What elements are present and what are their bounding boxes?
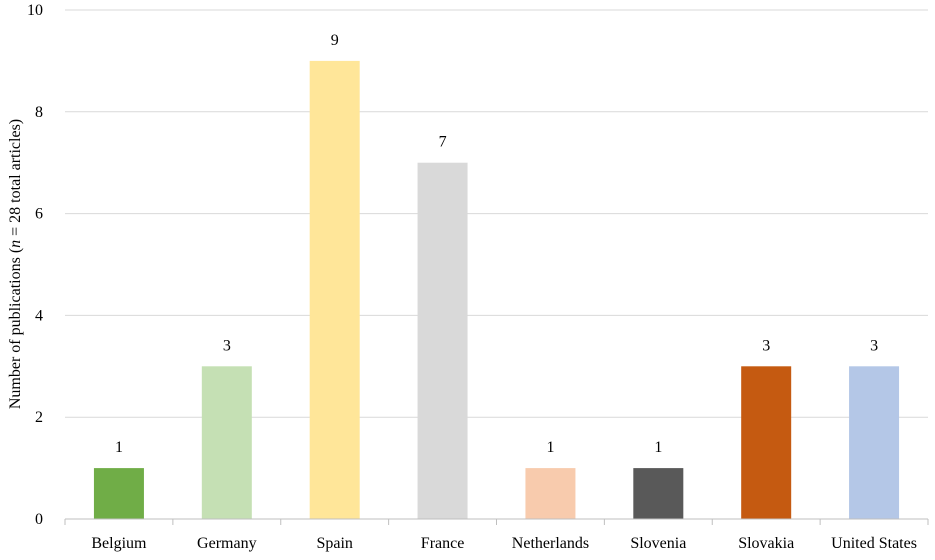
data-label: 1 — [115, 439, 123, 456]
axes — [64, 518, 929, 525]
x-category-label: Germany — [197, 535, 257, 552]
bar — [201, 366, 252, 519]
y-tick-label: 6 — [35, 206, 43, 223]
data-label: 3 — [870, 337, 878, 354]
data-label: 9 — [331, 32, 339, 49]
y-tick-label: 0 — [35, 511, 43, 528]
bar — [741, 366, 792, 519]
y-tick-label: 4 — [35, 307, 43, 324]
bar — [417, 162, 468, 519]
data-label: 3 — [223, 337, 231, 354]
data-label: 1 — [546, 439, 554, 456]
y-tick-label: 2 — [35, 409, 43, 426]
data-label: 7 — [439, 134, 447, 151]
x-category-label: Spain — [316, 535, 352, 552]
data-label: 1 — [654, 439, 662, 456]
bar — [309, 60, 360, 520]
bar — [849, 366, 900, 519]
y-axis-title: Number of publications (n = 28 total art… — [7, 119, 24, 409]
x-category-label: United States — [831, 535, 917, 552]
labels: 0 2 4 6 8 10 1 Belgium 3 Germany 9 Spain 7 France 1 Net… — [27, 2, 917, 552]
bar — [633, 468, 684, 519]
bars — [93, 60, 900, 520]
y-tick-label: 10 — [27, 2, 43, 19]
x-category-label: Belgium — [91, 535, 147, 552]
bar — [93, 468, 144, 519]
x-category-label: France — [421, 535, 465, 552]
x-category-label: Netherlands — [512, 535, 589, 552]
y-tick-label: 8 — [35, 104, 43, 121]
x-category-label: Slovenia — [630, 535, 686, 552]
gridlines — [65, 9, 928, 418]
data-label: 3 — [762, 337, 770, 354]
bar — [525, 468, 576, 519]
x-category-label: Slovakia — [738, 535, 794, 552]
